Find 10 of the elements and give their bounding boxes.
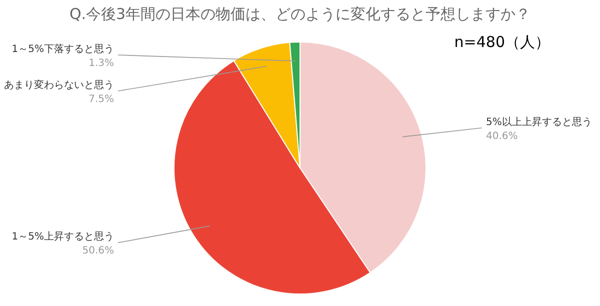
- data-label: 50.6%: [82, 246, 114, 257]
- data-label: 40.6%: [486, 130, 518, 142]
- slice-label: 1～5%下落すると思う: [12, 43, 114, 55]
- text: n=480（人）: [454, 33, 550, 51]
- data-label: 1.3%: [88, 58, 114, 69]
- slice-label: 1～5%上昇すると思う: [12, 230, 114, 243]
- chart-title: Q.今後3年間の日本の物価は、どのように変化すると予想しますか？: [69, 5, 531, 23]
- data-label: 7.5%: [88, 94, 114, 105]
- slice-label: あまり変わらないと思う: [4, 79, 114, 91]
- slice-label: 5%以上上昇すると思う: [486, 116, 592, 128]
